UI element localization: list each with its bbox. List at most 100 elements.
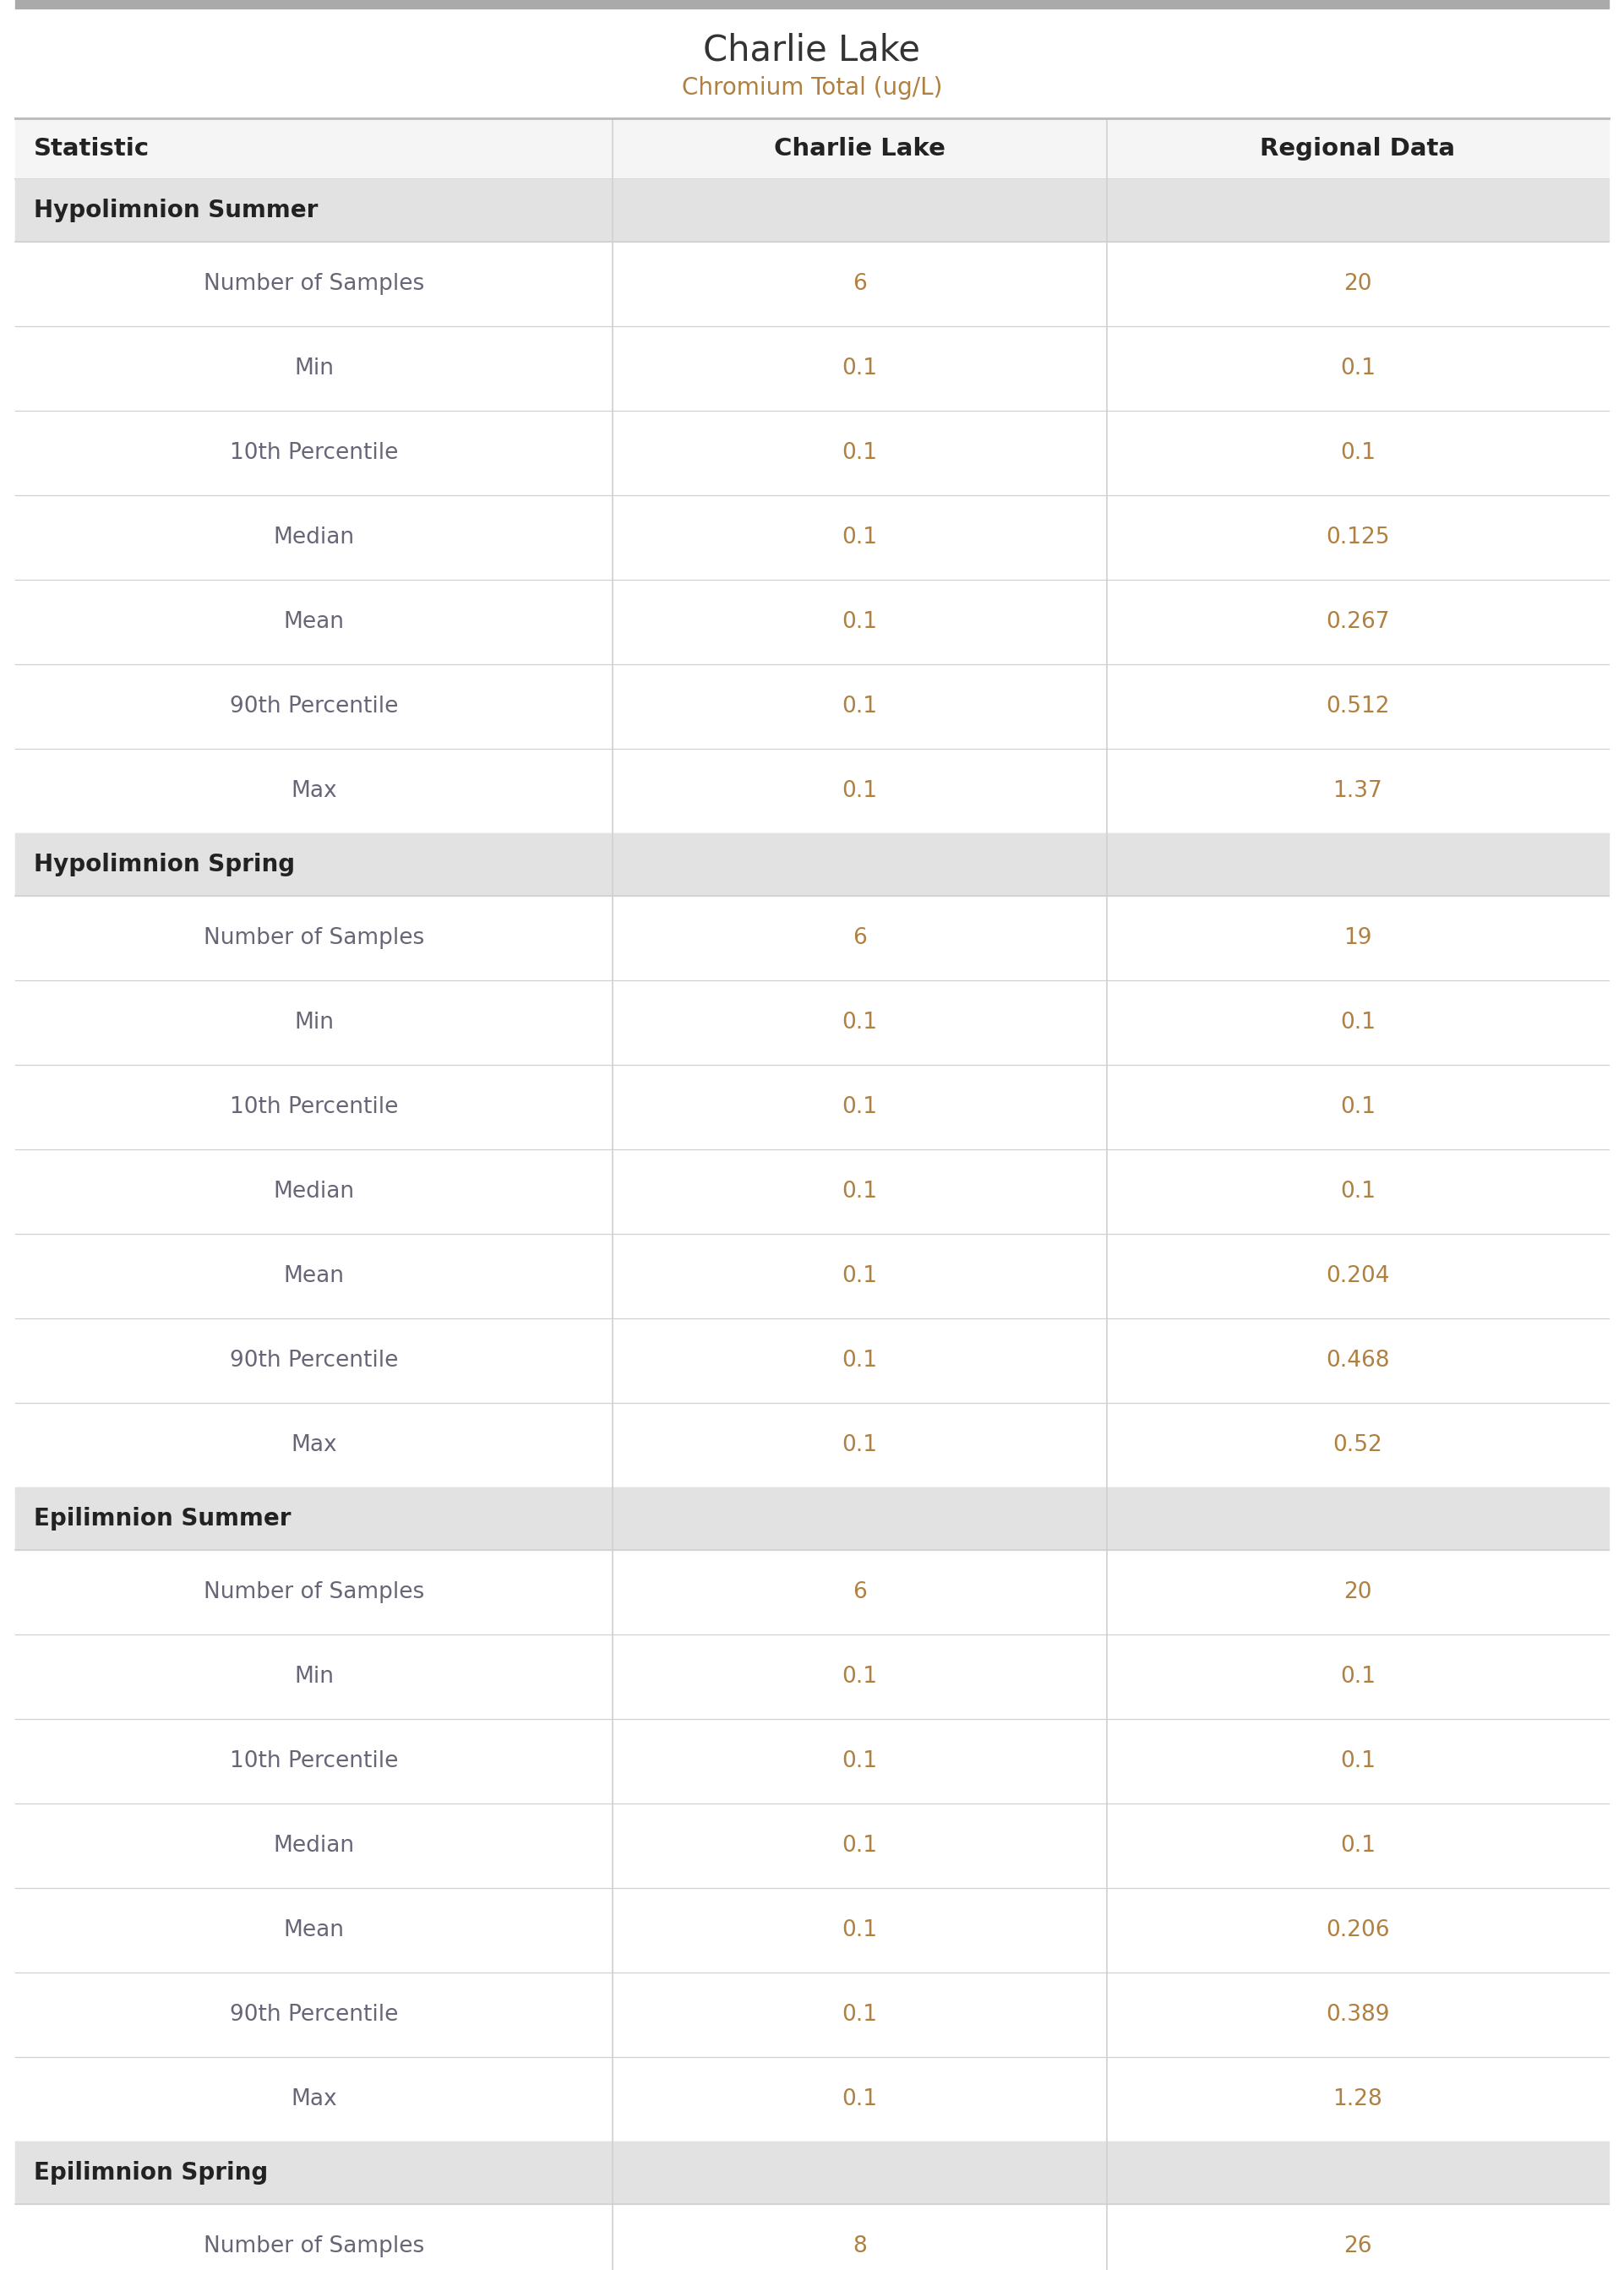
Text: 0.1: 0.1 <box>1340 1180 1376 1203</box>
Text: 0.1: 0.1 <box>1340 1012 1376 1033</box>
Bar <box>15 1973 1609 2057</box>
Text: 0.389: 0.389 <box>1325 2004 1390 2025</box>
Text: Charlie Lake: Charlie Lake <box>703 32 921 68</box>
Text: 0.1: 0.1 <box>843 1180 877 1203</box>
Text: Median: Median <box>273 1834 354 1857</box>
Bar <box>15 665 1609 749</box>
Text: 0.512: 0.512 <box>1325 695 1390 717</box>
Bar <box>15 981 1609 1065</box>
Text: Max: Max <box>291 781 338 801</box>
Text: Median: Median <box>273 1180 354 1203</box>
Text: 0.1: 0.1 <box>1340 443 1376 463</box>
Text: 0.1: 0.1 <box>843 1750 877 1773</box>
Text: Hypolimnion Summer: Hypolimnion Summer <box>34 197 318 222</box>
Bar <box>15 1487 1609 1550</box>
Text: Charlie Lake: Charlie Lake <box>775 136 945 161</box>
Bar <box>15 1235 1609 1319</box>
Text: 0.1: 0.1 <box>843 1012 877 1033</box>
Bar <box>15 1889 1609 1973</box>
Text: 0.204: 0.204 <box>1325 1264 1390 1287</box>
Bar <box>15 749 1609 833</box>
Text: 0.1: 0.1 <box>843 781 877 801</box>
Bar <box>15 1403 1609 1487</box>
Bar <box>15 1550 1609 1634</box>
Text: Regional Data: Regional Data <box>1260 136 1455 161</box>
Bar <box>15 1718 1609 1802</box>
Text: 0.1: 0.1 <box>843 1666 877 1687</box>
Text: 1.37: 1.37 <box>1333 781 1382 801</box>
Text: 0.1: 0.1 <box>1340 1666 1376 1687</box>
Text: 0.1: 0.1 <box>843 1918 877 1941</box>
Bar <box>15 0 1609 9</box>
Text: 1.28: 1.28 <box>1333 2088 1382 2111</box>
Text: 90th Percentile: 90th Percentile <box>229 2004 398 2025</box>
Text: Min: Min <box>294 356 335 379</box>
Text: 0.1: 0.1 <box>843 1264 877 1287</box>
Text: 0.1: 0.1 <box>843 1096 877 1119</box>
Text: 0.1: 0.1 <box>1340 356 1376 379</box>
Bar <box>15 1634 1609 1718</box>
Text: Min: Min <box>294 1666 335 1687</box>
Text: 0.1: 0.1 <box>843 1834 877 1857</box>
Bar <box>15 179 1609 241</box>
Text: Chromium Total (ug/L): Chromium Total (ug/L) <box>682 75 942 100</box>
Text: 19: 19 <box>1343 926 1372 949</box>
Text: 0.267: 0.267 <box>1325 611 1390 633</box>
Text: 0.1: 0.1 <box>843 1351 877 1371</box>
Text: 90th Percentile: 90th Percentile <box>229 695 398 717</box>
Text: Number of Samples: Number of Samples <box>203 272 424 295</box>
Text: Mean: Mean <box>284 1918 344 1941</box>
Text: 20: 20 <box>1343 272 1372 295</box>
Text: 0.206: 0.206 <box>1325 1918 1390 1941</box>
Text: Median: Median <box>273 527 354 549</box>
Text: 20: 20 <box>1343 1582 1372 1603</box>
Bar <box>15 118 1609 179</box>
Text: 10th Percentile: 10th Percentile <box>229 1096 398 1119</box>
Text: Statistic: Statistic <box>34 136 149 161</box>
Text: 0.1: 0.1 <box>843 356 877 379</box>
Text: 0.1: 0.1 <box>1340 1750 1376 1773</box>
Bar <box>15 579 1609 665</box>
Text: 0.52: 0.52 <box>1333 1435 1382 1455</box>
Text: Mean: Mean <box>284 611 344 633</box>
Bar <box>15 1802 1609 1889</box>
Text: Max: Max <box>291 1435 338 1455</box>
Text: 0.1: 0.1 <box>1340 1096 1376 1119</box>
Text: Number of Samples: Number of Samples <box>203 2236 424 2256</box>
Text: 0.1: 0.1 <box>843 443 877 463</box>
Bar <box>15 411 1609 495</box>
Bar <box>15 2204 1609 2270</box>
Text: 90th Percentile: 90th Percentile <box>229 1351 398 1371</box>
Text: 0.1: 0.1 <box>843 2088 877 2111</box>
Text: 10th Percentile: 10th Percentile <box>229 1750 398 1773</box>
Text: 0.1: 0.1 <box>843 1435 877 1455</box>
Text: 0.1: 0.1 <box>1340 1834 1376 1857</box>
Text: Min: Min <box>294 1012 335 1033</box>
Bar <box>15 327 1609 411</box>
Text: Mean: Mean <box>284 1264 344 1287</box>
Text: Number of Samples: Number of Samples <box>203 926 424 949</box>
Text: 0.1: 0.1 <box>843 2004 877 2025</box>
Bar <box>15 1319 1609 1403</box>
Text: Epilimnion Spring: Epilimnion Spring <box>34 2161 268 2184</box>
Bar <box>15 2057 1609 2141</box>
Text: 0.1: 0.1 <box>843 611 877 633</box>
Text: 0.1: 0.1 <box>843 527 877 549</box>
Text: 26: 26 <box>1343 2236 1372 2256</box>
Text: 0.468: 0.468 <box>1325 1351 1390 1371</box>
Text: Hypolimnion Spring: Hypolimnion Spring <box>34 854 296 876</box>
Text: 10th Percentile: 10th Percentile <box>229 443 398 463</box>
Text: 6: 6 <box>853 926 867 949</box>
Text: Number of Samples: Number of Samples <box>203 1582 424 1603</box>
Text: Max: Max <box>291 2088 338 2111</box>
Bar <box>15 1149 1609 1235</box>
Bar <box>15 241 1609 327</box>
Text: Epilimnion Summer: Epilimnion Summer <box>34 1507 291 1530</box>
Text: 0.1: 0.1 <box>843 695 877 717</box>
Bar <box>15 9 1609 118</box>
Text: 6: 6 <box>853 272 867 295</box>
Text: 0.125: 0.125 <box>1325 527 1390 549</box>
Bar <box>15 495 1609 579</box>
Bar <box>15 2141 1609 2204</box>
Bar <box>15 1065 1609 1149</box>
